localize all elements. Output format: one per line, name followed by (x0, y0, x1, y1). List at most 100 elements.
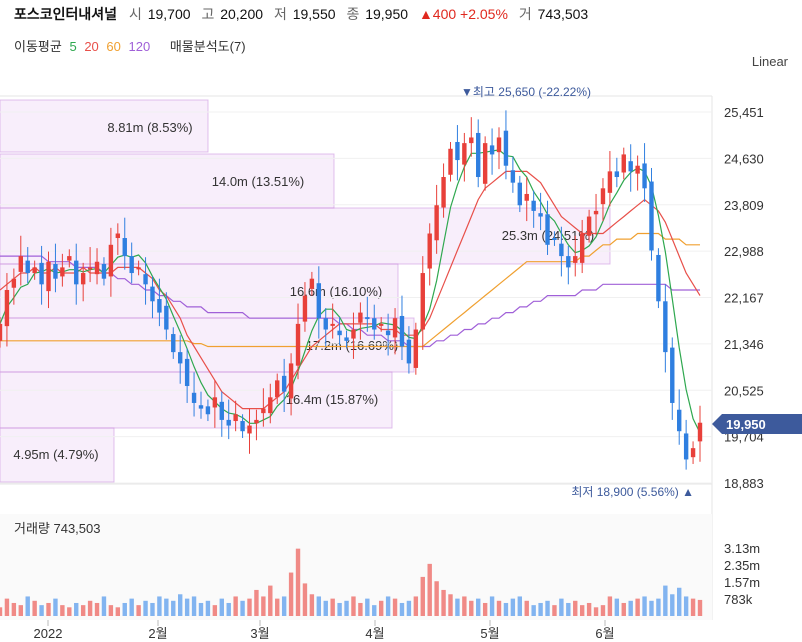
volume-bar (420, 576, 425, 616)
candle-body (545, 214, 550, 245)
candle-body (351, 329, 356, 339)
candle-body (316, 283, 322, 319)
volume-panel: 3.13m 2.35m 1.57m 783k (0, 514, 760, 620)
candle-body (136, 267, 141, 270)
candle-body (115, 233, 121, 239)
candle-body (607, 171, 613, 193)
volume-bar (25, 596, 30, 616)
volume-bar (4, 598, 10, 616)
volume-bar (496, 600, 502, 616)
candle-body (101, 264, 107, 279)
candle-body (108, 244, 114, 277)
candle-body (18, 256, 23, 272)
volume-bar (171, 600, 176, 616)
scale-toggle[interactable]: Linear (751, 54, 788, 69)
candle-body (32, 267, 37, 274)
volume-bar (233, 596, 238, 616)
candle-body (385, 330, 391, 336)
candle-body (399, 315, 405, 347)
candle-body (295, 323, 301, 366)
candle-body (67, 256, 72, 261)
volume-bar (372, 605, 377, 616)
candle-body (80, 273, 86, 285)
volume-bar (94, 602, 100, 616)
candle-body (524, 193, 529, 201)
candles (0, 110, 703, 470)
volume-profile: 8.81m (8.53%)14.0m (13.51%)25.3m (24.51%… (0, 99, 611, 483)
candle-body (642, 163, 647, 189)
candle-body (198, 405, 204, 409)
candle-body (378, 323, 384, 326)
candle-body (573, 256, 578, 263)
candle-body (205, 406, 211, 415)
volume-bar (697, 599, 703, 616)
price-header: 포스코인터내셔널 시 19,700 고 20,200 저 19,550 종 19… (14, 4, 595, 24)
y-tick-label: 22,167 (724, 291, 764, 306)
x-tick-label: 4월 (365, 626, 384, 641)
ma120-label[interactable]: 120 (128, 39, 151, 54)
candle-body (4, 289, 10, 327)
volume-bar (198, 602, 204, 616)
volume-bar (87, 600, 93, 616)
volume-bar (39, 605, 44, 616)
ma20-label[interactable]: 20 (84, 39, 99, 54)
volume-bar (413, 596, 419, 616)
candle-body (39, 262, 44, 285)
ma20-line (0, 170, 701, 410)
volume-bar (614, 598, 620, 616)
ma-label: 이동평균 (14, 39, 62, 54)
volume-tick-label: 783k (724, 592, 753, 607)
y-tick-label: 20,525 (724, 383, 764, 398)
candle-body (233, 414, 238, 422)
candle-body (538, 213, 543, 217)
x-tick-label: 2022 (34, 626, 63, 641)
volume-profile-bar (0, 99, 209, 153)
ma5-label[interactable]: 5 (69, 39, 77, 54)
volume-bar (136, 605, 141, 616)
volume-bar (247, 598, 252, 616)
candle-body (11, 278, 17, 288)
x-tick-label: 6월 (595, 626, 614, 641)
volume-panel-bg (0, 514, 712, 620)
candle-body (60, 267, 65, 277)
candle-body (288, 363, 294, 399)
volume-bar (143, 600, 148, 616)
volume-bar (268, 585, 273, 616)
volume-bar (240, 600, 245, 616)
candle-body (455, 141, 460, 161)
candle-body (240, 421, 245, 432)
candle-body (191, 392, 197, 403)
volume-bar (399, 602, 405, 616)
high-marker: ▼최고 25,650 (-22.22%) (461, 85, 591, 99)
candle-body (697, 422, 703, 442)
candle-body (656, 254, 661, 302)
candle-body (427, 233, 432, 269)
volume-bar (573, 600, 578, 616)
candle-body (247, 425, 252, 434)
candle-body (184, 358, 190, 387)
volume-bar (378, 600, 384, 616)
candle-body (372, 318, 377, 330)
volume-bar (566, 602, 571, 616)
volume-profile-label: 17.2m (16.69%) (306, 338, 399, 353)
volume-bar (219, 598, 224, 616)
candle-body (635, 165, 640, 174)
volume-bar (642, 596, 647, 616)
volume-bar (212, 605, 218, 616)
volume-bar (677, 587, 682, 616)
volume-profile-label[interactable]: 매물분석도(7) (169, 39, 246, 54)
candle-body (122, 238, 127, 257)
candle-body (621, 154, 626, 173)
y-tick-label: 21,346 (724, 337, 764, 352)
ma60-label[interactable]: 60 (106, 39, 121, 54)
candle-body (593, 210, 599, 215)
volume-bar (489, 596, 495, 616)
volume-bar (656, 598, 661, 616)
high-label: 고 (201, 6, 215, 22)
volume-bar (579, 605, 585, 616)
candle-body (552, 238, 557, 241)
candle-body (25, 260, 30, 274)
candle-body (469, 137, 474, 144)
volume-bar (524, 600, 529, 616)
